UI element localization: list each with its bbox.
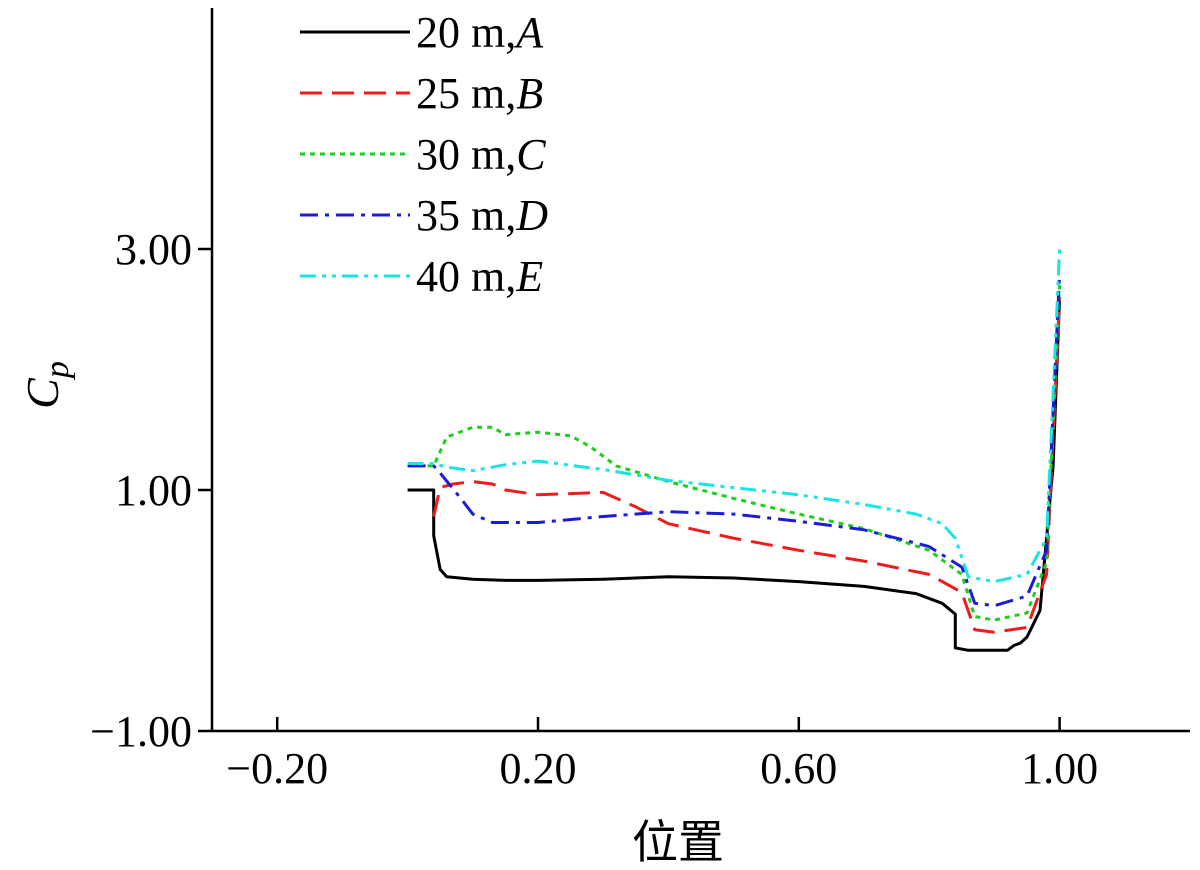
plot-frame	[210, 8, 1190, 733]
series-line-d	[407, 273, 1062, 608]
legend-label-a: 20 m,A	[416, 8, 544, 57]
svg-text:Cp: Cp	[17, 361, 76, 409]
legend-label-b: 25 m,B	[416, 69, 543, 118]
x-ticks: −0.20 0.20 0.60 1.00	[226, 717, 1098, 793]
legend-label-d: 35 m,D	[416, 191, 548, 240]
legend-label-e: 40 m,E	[416, 252, 543, 301]
y-tick-label: 1.00	[115, 466, 192, 515]
y-axis-title-sub: p	[39, 361, 76, 380]
legend-label-c: 30 m,C	[416, 130, 546, 179]
series-line-a	[407, 297, 1062, 652]
y-ticks: −1.00 1.00 3.00	[90, 225, 212, 756]
y-tick-label: −1.00	[90, 707, 192, 756]
x-tick-label: 0.20	[500, 744, 577, 793]
series-layer	[407, 248, 1062, 652]
x-axis-title: 位置	[632, 817, 724, 868]
legend: 20 m,A 25 m,B 30 m,C 35 m,D 40 m,E	[300, 8, 548, 301]
x-tick-label: 1.00	[1021, 744, 1098, 793]
x-tick-label: −0.20	[226, 744, 328, 793]
y-axis-title-main: C	[17, 377, 68, 409]
y-axis-title: Cp	[17, 361, 76, 409]
y-tick-label: 3.00	[115, 225, 192, 274]
x-tick-label: 0.60	[760, 744, 837, 793]
series-line-e	[407, 248, 1062, 584]
series-line-b	[432, 297, 1062, 634]
